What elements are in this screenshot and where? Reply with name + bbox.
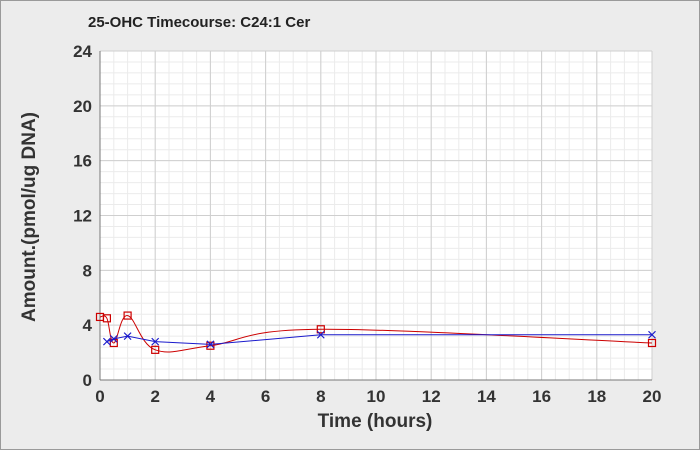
major-grid — [99, 50, 653, 381]
series-1-line — [99, 315, 653, 353]
x-tick-label: 10 — [367, 387, 386, 406]
x-tick-label: 4 — [206, 387, 216, 406]
series-1-point — [123, 311, 132, 320]
x-tick-label: 20 — [643, 387, 662, 406]
x-tick-label: 2 — [150, 387, 159, 406]
x-tick-label: 0 — [95, 387, 104, 406]
y-tick-label: 24 — [73, 42, 92, 61]
series-2-point — [109, 334, 118, 343]
y-tick-label: 4 — [83, 316, 93, 335]
x-tick-label: 18 — [587, 387, 606, 406]
series-2-point — [648, 330, 656, 339]
x-tick-label: 6 — [261, 387, 270, 406]
y-tick-label: 16 — [73, 152, 92, 171]
y-axis-ticks: 0 4 8 12 16 20 24 — [73, 42, 92, 390]
series-2-point — [316, 330, 325, 339]
series-layer — [95, 311, 657, 354]
series-2-point — [123, 332, 132, 341]
series-2-point — [102, 337, 111, 346]
x-tick-label: 8 — [316, 387, 325, 406]
y-tick-label: 8 — [83, 261, 92, 280]
series-1-point — [102, 314, 112, 323]
x-tick-label: 12 — [422, 387, 441, 406]
series-1-point — [206, 341, 215, 350]
series-2-point — [151, 337, 160, 346]
series-1-point — [647, 338, 657, 348]
x-tick-label: 14 — [477, 387, 496, 406]
x-axis-label: Time (hours) — [318, 411, 433, 432]
chart-title: 25-OHC Timecourse: C24:1 Cer — [88, 14, 310, 31]
y-tick-label: 12 — [73, 207, 92, 226]
x-tick-label: 16 — [532, 387, 551, 406]
series-2-point — [206, 340, 215, 349]
x-axis-ticks: 0 2 4 6 8 10 12 14 16 18 20 — [95, 387, 661, 406]
y-tick-label: 20 — [73, 97, 92, 116]
y-axis-label: Amount.(pmol/ug DNA) — [19, 112, 40, 322]
series-1-point — [151, 345, 160, 354]
series-1-point — [316, 325, 325, 334]
y-tick-label: 0 — [83, 371, 92, 390]
